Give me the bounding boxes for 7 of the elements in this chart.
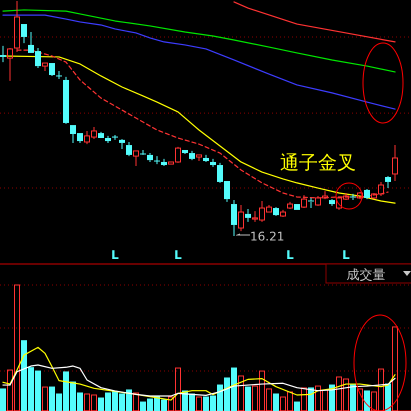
annotation: 16.21 — [250, 230, 284, 244]
x-tick-label: L — [286, 248, 294, 262]
x-tick-label: L — [111, 248, 120, 262]
annotation: 通子金叉 — [280, 152, 356, 174]
x-tick-label: L — [174, 248, 182, 262]
x-tick-label: L — [342, 248, 350, 262]
chart-title: 成交量 — [346, 267, 386, 283]
